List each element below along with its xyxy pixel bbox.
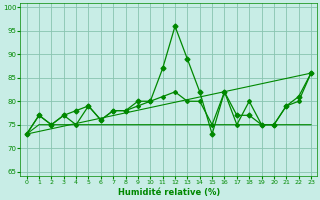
X-axis label: Humidité relative (%): Humidité relative (%) xyxy=(118,188,220,197)
